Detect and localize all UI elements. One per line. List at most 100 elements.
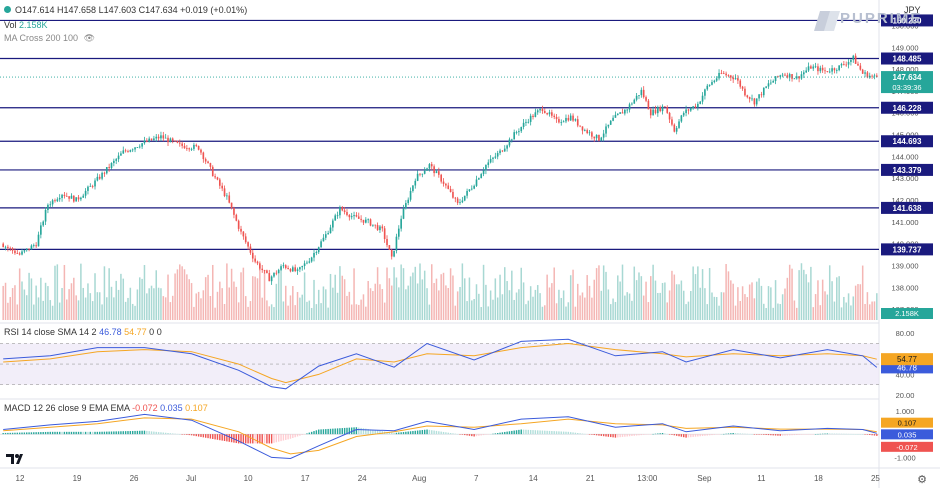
candle-body — [35, 245, 37, 247]
macd-histogram-bar — [725, 433, 727, 435]
volume-bar — [725, 264, 727, 320]
macd-histogram-bar — [760, 434, 763, 435]
macd-histogram-bar — [654, 433, 657, 435]
candle-body — [772, 80, 775, 83]
candle-body — [817, 66, 819, 72]
ma-indicator-header[interactable]: MA Cross 200 100 👁 — [4, 33, 95, 44]
candle-body — [18, 253, 21, 255]
macd-histogram-bar — [127, 431, 129, 435]
macd-header[interactable]: MACD 12 26 close 9 EMA EMA -0.072 0.035 … — [4, 403, 208, 413]
macd-histogram-bar — [136, 430, 139, 435]
macd-histogram-bar — [233, 434, 235, 443]
watermark: PUPRIME — [840, 10, 923, 27]
volume-bar — [454, 305, 457, 320]
volume-bar — [188, 279, 190, 320]
volume-bar — [423, 270, 426, 320]
candle-body — [569, 115, 572, 121]
eye-hidden-icon[interactable]: 👁 — [83, 33, 95, 43]
volume-bar — [247, 306, 249, 320]
volume-bar — [814, 294, 817, 320]
candle-body — [760, 94, 763, 96]
macd-histogram-bar — [475, 434, 478, 437]
macd-histogram-bar — [572, 432, 574, 435]
candle-body — [369, 219, 372, 226]
candle-body — [671, 119, 673, 125]
macd-histogram-bar — [876, 434, 878, 436]
volume-bar — [407, 285, 409, 320]
candle-body — [101, 172, 103, 179]
macd-histogram-bar — [621, 434, 624, 437]
macd-histogram-bar — [70, 431, 73, 435]
macd-histogram-bar — [774, 434, 777, 436]
volume-bar — [33, 304, 35, 320]
volume-bar — [536, 285, 539, 320]
volume-bar — [157, 287, 160, 320]
candle-body — [430, 164, 433, 167]
volume-bar — [727, 271, 730, 320]
candle-body — [216, 177, 219, 180]
candle-body — [275, 272, 278, 274]
macd-histogram-bar — [336, 428, 339, 435]
candle-body — [124, 150, 127, 152]
candle-body — [492, 157, 494, 159]
macd-histogram-bar — [412, 431, 414, 435]
rsi-header[interactable]: RSI 14 close SMA 14 2 46.78 54.77 0 0 — [4, 327, 162, 337]
candle-body — [230, 202, 233, 209]
candle-body — [824, 70, 826, 72]
volume-bar — [518, 289, 520, 320]
macd-histogram-bar — [23, 432, 26, 435]
candle-body — [499, 150, 501, 154]
candle-body — [873, 75, 876, 77]
volume-bar — [252, 276, 254, 320]
candle-body — [259, 263, 261, 269]
macd-histogram-bar — [14, 432, 16, 435]
macd-histogram-bar — [661, 433, 664, 435]
volume-bar — [718, 305, 720, 320]
candle-body — [600, 137, 603, 141]
candle-body — [200, 149, 202, 153]
macd-histogram-bar — [829, 433, 831, 435]
macd-histogram-bar — [581, 433, 584, 435]
macd-histogram-bar — [770, 434, 772, 436]
volume-bar — [788, 264, 791, 320]
tradingview-logo[interactable] — [6, 452, 28, 466]
volume-bar — [209, 295, 212, 320]
level-label: 148.485 — [893, 55, 922, 64]
macd-histogram-bar — [47, 431, 49, 435]
volume-bar — [263, 270, 266, 320]
volume-bar — [280, 270, 282, 320]
candle-body — [346, 212, 348, 216]
candle-body — [654, 109, 657, 114]
candle-body — [699, 101, 702, 104]
volume-bar — [254, 276, 256, 320]
candle-body — [195, 144, 198, 146]
candle-body — [718, 72, 720, 79]
macd-histogram-bar — [817, 433, 819, 435]
volume-bar — [197, 291, 200, 320]
gear-icon[interactable]: ⚙ — [917, 474, 927, 486]
macd-histogram-bar — [428, 429, 431, 435]
macd-histogram-bar — [398, 432, 400, 435]
macd-histogram-bar — [242, 434, 245, 444]
candle-body — [496, 153, 499, 157]
macd-histogram-bar — [329, 428, 332, 435]
candle-body — [268, 273, 271, 282]
volume-bar — [515, 292, 518, 320]
volume-bar — [544, 305, 546, 320]
macd-histogram-bar — [645, 434, 647, 435]
candle-body — [329, 227, 332, 234]
macd-histogram-bar — [332, 428, 334, 435]
macd-histogram-bar — [172, 433, 174, 435]
candle-body — [270, 276, 273, 282]
volume-header[interactable]: Vol 2.158K — [4, 20, 48, 30]
macd-histogram-bar — [659, 433, 661, 435]
time-tick-label: Jul — [186, 474, 196, 483]
volume-bar — [155, 270, 157, 320]
volume-bar — [675, 284, 678, 320]
macd-histogram-bar — [873, 434, 876, 436]
volume-bar — [202, 290, 205, 320]
candle-body — [94, 180, 96, 187]
candle-body — [675, 127, 678, 132]
candle-body — [802, 72, 805, 75]
